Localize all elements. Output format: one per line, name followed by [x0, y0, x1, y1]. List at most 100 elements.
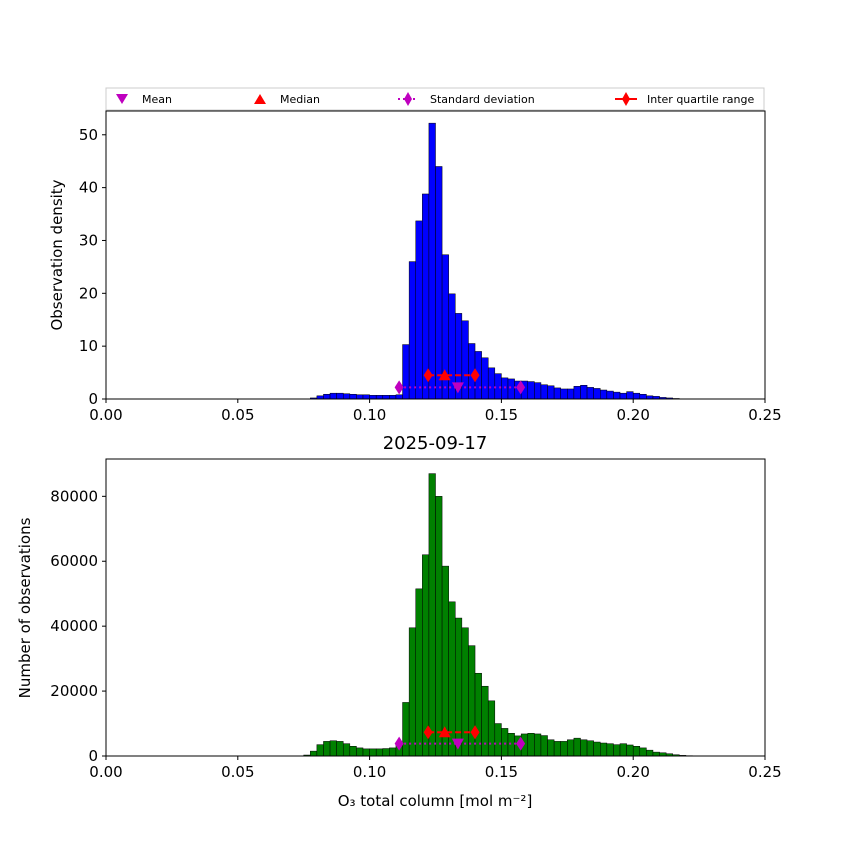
histogram-bar: [408, 627, 416, 757]
histogram-bar: [613, 744, 621, 757]
mean-marker: [451, 382, 464, 394]
histogram-bar: [600, 389, 608, 400]
median-marker: [438, 726, 451, 738]
histogram-bar: [382, 748, 390, 757]
histogram-bar: [606, 743, 614, 757]
histogram-bar: [527, 733, 535, 757]
histogram-bar: [389, 747, 397, 757]
y-tick-label: 20000: [50, 682, 98, 700]
x-tick-label: 0.20: [616, 763, 649, 781]
histogram-bar: [534, 382, 542, 400]
iqr-low-marker: [423, 368, 433, 383]
histogram-bar: [652, 751, 660, 757]
histogram-bar: [468, 645, 476, 757]
histogram-bar: [435, 166, 443, 400]
histogram-bar: [580, 385, 588, 400]
histogram-bar: [342, 743, 351, 757]
y-tick-label: 0: [88, 747, 98, 765]
legend: Mean Median Standard deviation Inter qua…: [105, 87, 765, 111]
histogram-bar: [349, 746, 357, 757]
median-marker: [438, 369, 451, 381]
legend-item-median: Median: [254, 93, 320, 106]
histogram-bar: [639, 393, 647, 400]
histogram-bar: [323, 393, 331, 400]
histogram-bar: [329, 740, 337, 757]
histogram-bar: [336, 392, 344, 400]
y-tick-label: 30: [79, 231, 98, 249]
histogram-bar: [310, 750, 318, 757]
histogram-bar: [619, 743, 627, 757]
legend-mean-marker-icon: [116, 94, 128, 104]
histogram-bar: [316, 744, 324, 757]
x-tick-label: 0.10: [353, 763, 386, 781]
legend-item-std: Standard deviation: [398, 92, 535, 106]
top-y-ticks: 0 10 20 30 40 50: [79, 126, 106, 408]
histogram-bar: [560, 741, 568, 757]
legend-iqr-label: Inter quartile range: [647, 93, 754, 106]
histogram-bar: [323, 741, 331, 757]
mean-marker: [451, 738, 464, 750]
histogram-bar: [573, 386, 581, 400]
top-y-axis-label: Observation density: [48, 179, 66, 330]
histogram-bar: [553, 741, 561, 757]
histogram-bar: [494, 373, 502, 400]
histogram-bar: [369, 748, 377, 757]
histogram-bar: [382, 395, 390, 400]
histogram-bar: [435, 496, 443, 757]
histogram-bar: [428, 122, 436, 400]
histogram-bar: [534, 733, 542, 757]
histogram-bar: [593, 388, 601, 400]
top-histogram-panel: 0.00 0.05 0.10 0.15 0.20 0.25 0 10 20 30 40 50 Obs…: [48, 110, 782, 424]
histogram-bar: [408, 261, 416, 400]
iqr-high-marker: [470, 725, 480, 740]
histogram-bar: [336, 741, 344, 757]
bottom-y-axis-label: Number of observations: [16, 517, 34, 698]
histogram-bar: [626, 744, 634, 757]
bottom-x-ticks: 0.00 0.05 0.10 0.15 0.20 0.25: [89, 756, 782, 781]
iqr-high-marker: [470, 368, 480, 383]
histogram-bar: [567, 388, 575, 400]
histogram-bar: [501, 728, 509, 757]
std-high-marker: [516, 380, 526, 395]
histogram-bar: [580, 739, 588, 757]
histogram-bar: [560, 388, 568, 400]
histogram-bar: [553, 387, 561, 400]
histogram-bar: [356, 747, 364, 757]
y-tick-label: 80000: [50, 487, 98, 505]
histogram-bar: [455, 617, 463, 757]
bottom-y-ticks: 0 20000 40000 60000 80000: [50, 487, 106, 765]
histogram-bar: [329, 392, 337, 400]
histogram-bar: [342, 393, 351, 400]
bottom-axes-frame: [105, 458, 766, 757]
top-axes-frame: [105, 110, 766, 400]
histogram-bar: [375, 395, 384, 400]
histogram-bar: [362, 394, 370, 400]
histogram-bar: [619, 392, 627, 400]
legend-item-iqr: Inter quartile range: [615, 92, 754, 106]
legend-mean-label: Mean: [142, 93, 172, 106]
histogram-bar: [481, 685, 489, 757]
histogram-bar: [415, 588, 423, 757]
y-tick-label: 40: [79, 179, 98, 197]
bottom-bars: [303, 473, 693, 757]
histogram-bar: [494, 723, 502, 757]
legend-std-marker-icon: [404, 92, 412, 106]
histogram-bar: [461, 627, 469, 757]
legend-iqr-marker-icon: [622, 92, 630, 106]
y-tick-label: 50: [79, 126, 98, 144]
histogram-bar: [395, 394, 403, 400]
histogram-bar: [593, 741, 601, 757]
histogram-bar: [501, 377, 509, 400]
histogram-bar: [606, 390, 614, 400]
x-tick-label: 0.00: [89, 763, 122, 781]
histogram-bar: [626, 391, 634, 400]
legend-std-label: Standard deviation: [430, 93, 535, 106]
histogram-bar: [586, 740, 594, 757]
x-tick-label: 0.10: [353, 406, 386, 424]
histogram-bar: [402, 344, 410, 400]
histogram-bar: [600, 742, 608, 757]
x-tick-label: 0.25: [748, 406, 781, 424]
histogram-bar: [507, 378, 515, 400]
histogram-bar: [481, 357, 489, 400]
